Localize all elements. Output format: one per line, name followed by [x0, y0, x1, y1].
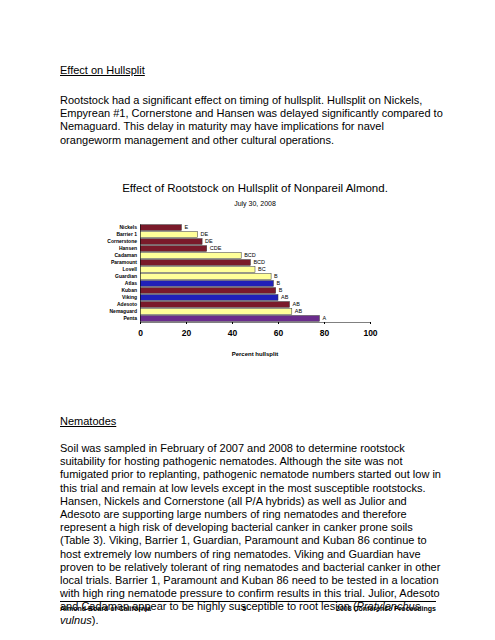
tick-label: Penta — [123, 315, 137, 321]
axis-line — [140, 225, 141, 323]
bar — [140, 302, 290, 308]
tick-label: Cornerstone — [107, 238, 137, 244]
significance-letter: B — [279, 287, 283, 293]
bar — [140, 253, 241, 259]
x-axis-title: Percent hullsplit — [232, 351, 279, 357]
tick-mark — [186, 322, 187, 324]
bars — [140, 225, 319, 322]
tick-label: Atlas — [125, 280, 137, 286]
significance-letter: B — [276, 280, 280, 286]
bar — [140, 288, 276, 294]
significance-letter: BC — [258, 266, 266, 272]
significance-letter: AB — [295, 308, 303, 314]
text-run: ). — [92, 614, 99, 626]
annotations: EDEDECDEBCDBCDBCBBBABABABA — [184, 224, 326, 321]
tick: Nemaguard — [109, 308, 140, 314]
bar — [140, 281, 273, 287]
tick-label: Lovell — [123, 266, 138, 272]
tick: Nickels — [119, 224, 140, 230]
tick: 20 — [182, 322, 192, 338]
chart-title: Effect of Rootstock on Hullsplit of Nonp… — [122, 182, 388, 194]
tick-label: 100 — [363, 328, 377, 338]
tick-label: 40 — [228, 328, 238, 338]
footer-center: - 5 - — [238, 605, 250, 612]
significance-letter: BCD — [244, 252, 256, 258]
tick: Penta — [123, 315, 140, 321]
tick: Cadaman — [114, 252, 140, 258]
tick-label: Paramount — [111, 259, 137, 265]
tick-label: Guardian — [115, 273, 137, 279]
significance-letter: AB — [281, 294, 289, 300]
tick: Cornerstone — [107, 238, 140, 244]
tick: 0 — [138, 322, 143, 338]
tick: Hansen — [119, 245, 140, 251]
tick-mark — [370, 322, 371, 324]
bar — [140, 225, 181, 231]
tick: 80 — [320, 322, 330, 338]
text-run: Soil was sampled in February of 2007 and… — [60, 442, 441, 612]
chart: Effect of Rootstock on Hullsplit of Nonp… — [0, 168, 495, 368]
tick-label: Cadaman — [114, 252, 137, 258]
tick-label: Barrier 1 — [116, 231, 137, 237]
tick: Guardian — [115, 273, 140, 279]
tick: 100 — [363, 322, 377, 338]
footer: Almond Board of California - 5 - 2008 Conf… — [60, 601, 436, 616]
significance-letter: AB — [293, 301, 301, 307]
significance-letter: A — [322, 315, 326, 321]
bar — [140, 316, 319, 322]
paragraph: Soil was sampled in February of 2007 and… — [60, 442, 444, 627]
tick-label: Nickels — [119, 224, 137, 230]
bar — [140, 232, 198, 238]
axis-line — [141, 323, 371, 325]
significance-letter: DE — [201, 231, 209, 237]
tick-mark — [232, 322, 233, 324]
bar — [140, 274, 271, 280]
bar — [140, 260, 250, 266]
bar — [140, 309, 292, 315]
bar — [140, 267, 255, 273]
paragraph: Rootstock had a significant effect on ti… — [60, 94, 444, 147]
x-axis: 0 20 40 60 80 100 — [138, 322, 378, 338]
tick: Kuban — [121, 287, 140, 293]
chart-subtitle: July 30, 2008 — [234, 200, 276, 208]
tick: Atlas — [125, 280, 140, 286]
bar — [140, 246, 207, 252]
tick-label: 0 — [138, 328, 143, 338]
tick: Lovell — [123, 266, 140, 272]
tick-label: Adesoto — [117, 301, 137, 307]
significance-letter: DE — [205, 238, 213, 244]
significance-letter: CDE — [210, 245, 222, 251]
tick-label: Nemaguard — [109, 308, 137, 314]
heading: Nematodes — [60, 415, 444, 428]
tick: 40 — [228, 322, 238, 338]
tick-label: Viking — [122, 294, 137, 300]
tick-label: Hansen — [119, 245, 137, 251]
tick: Viking — [122, 294, 140, 300]
tick-label: Kuban — [121, 287, 137, 293]
tick-label: 80 — [320, 328, 330, 338]
significance-letter: BCD — [253, 259, 265, 265]
tick: 60 — [274, 322, 284, 338]
significance-letter: B — [274, 273, 278, 279]
heading: Effect on Hullsplit — [60, 64, 444, 77]
tick-label: 60 — [274, 328, 284, 338]
tick: Paramount — [111, 259, 140, 265]
y-axis: NickelsBarrier 1CornerstoneHansenCadaman… — [107, 224, 140, 322]
footer-left: Almond Board of California — [60, 605, 151, 612]
tick: Barrier 1 — [116, 231, 140, 237]
significance-letter: E — [184, 224, 188, 230]
tick-mark — [324, 322, 325, 324]
footer-right: 2008 Conference Proceedings — [336, 605, 436, 612]
tick: Adesoto — [117, 301, 140, 307]
tick-mark — [278, 322, 279, 324]
tick-mark — [140, 322, 141, 324]
tick-label: 20 — [182, 328, 192, 338]
bar — [140, 295, 278, 301]
bar — [140, 239, 202, 245]
